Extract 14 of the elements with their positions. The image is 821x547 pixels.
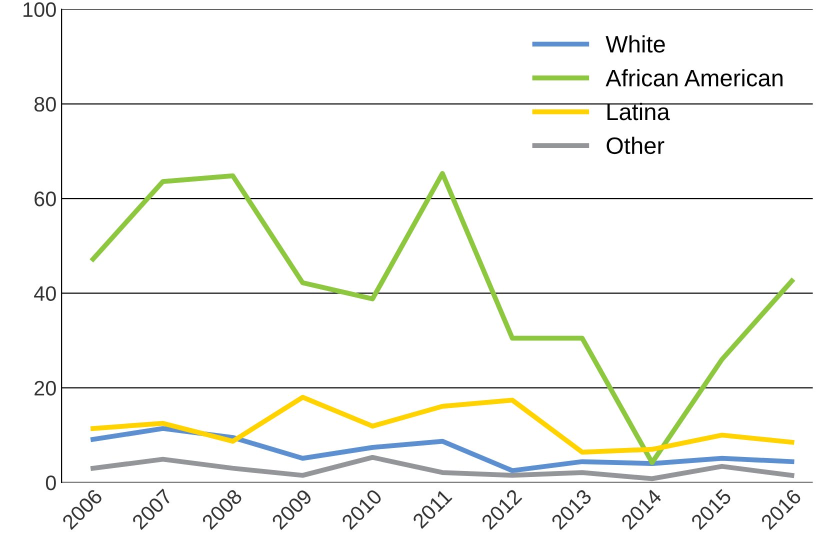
- legend-label: African American: [606, 69, 783, 86]
- legend-label: Latina: [608, 102, 670, 120]
- legend-label: Other: [606, 136, 664, 154]
- legend-label: White: [606, 35, 665, 53]
- y-tick-label: 80: [34, 96, 56, 112]
- line-series: [90, 171, 794, 466]
- y-tick-label: 100: [24, 2, 56, 18]
- y-tick-label: 0: [46, 475, 56, 490]
- y-tick-label: 20: [34, 380, 56, 396]
- y-tick-label: 40: [34, 286, 56, 301]
- line-series: [90, 454, 794, 482]
- line-series: [90, 426, 794, 474]
- line-series: [90, 394, 794, 455]
- y-tick-label: 60: [34, 192, 56, 206]
